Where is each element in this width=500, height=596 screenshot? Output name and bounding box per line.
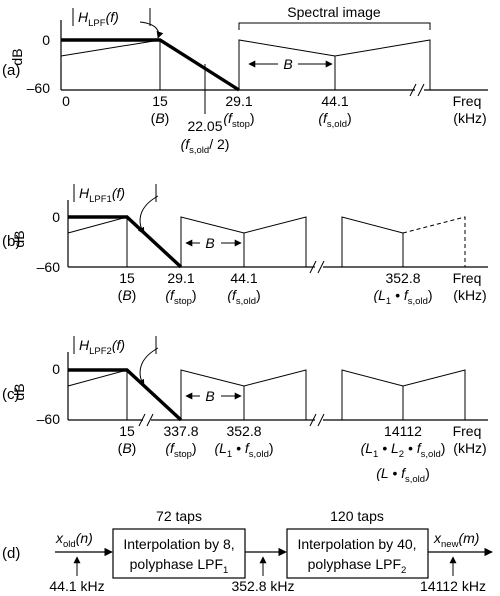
rate-out-label: 14112 kHz [420,578,486,594]
panel-c-axis-break-2 [309,413,325,427]
panel-c-y-bottom: –60 [37,411,61,427]
panel-a-axis-break [409,83,425,97]
panel-a-tick-15-note: (B) [151,110,170,126]
panel-a-y-top: 0 [42,32,50,48]
panel-c-filter-pointer [137,347,159,387]
panel-a-tick-44: 44.1 [321,93,348,109]
input-signal-label: xold(n) [55,530,93,550]
panel-c-freq-label: Freq [453,423,482,439]
panel-b-freq-unit: (kHz) [453,287,486,303]
panel-c-tick-15-note: (B) [118,440,137,456]
panel-c-y-top: 0 [52,361,60,377]
interpolation-block-2 [286,528,429,579]
panel-a-tick-22: 22.05 [187,118,222,134]
panel-c-tick-14112-alt: (L • fs,old) [376,465,430,485]
panel-a-filter-response [61,38,240,92]
panel-c-tick-352: 352.8 [226,423,261,439]
block-1-line-2: polyphase LPF1 [130,556,229,576]
panel-c-tick-352-note: (L1 • fs,old) [214,440,273,460]
panel-b-tick-29: 29.1 [167,270,194,286]
block-1-line-1: Interpolation by 8, [123,536,234,552]
panel-a-label: (a) [2,62,20,79]
panel-c-baseband-spectrum [67,369,128,420]
panel-b-image-2-solid [341,216,404,267]
panel-b-tick-44-note: (fs,old) [227,287,260,307]
panel-b-tick-352: 352.8 [385,270,420,286]
panel-a-spectral-image-label: Spectral image [287,4,381,20]
panel-b-tick-15-note: (B) [118,287,137,303]
panel-a-baseband-spectrum [60,39,161,90]
panel-a-tick-22-note: (fs,old/ 2) [181,136,230,156]
panel-b-y-top: 0 [52,209,60,225]
panel-c-b-label: B [205,388,214,404]
panel-a-tick-44-note: (fs,old) [318,110,351,130]
panel-c-tick-337-note: (fstop) [165,440,196,460]
panel-d-label: (d) [2,545,20,562]
panel-a-b-label: B [283,56,292,72]
panel-a-ylabel: dB [9,48,25,65]
panel-a-tick-29-note: (fstop) [223,110,254,130]
panel-a-freq-unit: (kHz) [453,110,486,126]
panel-b-filter-label: HLPF1(f) [79,185,125,205]
rate-mid-label: 352.8 kHz [231,578,294,594]
interpolation-block-1 [112,528,246,579]
rate-in-label: 44.1 kHz [49,578,104,594]
panel-b-filter-pointer [137,195,159,235]
panel-b-axis-break [309,260,325,274]
panel-a-freq-label: Freq [453,93,482,109]
block-1-taps: 72 taps [156,508,202,524]
panel-b-tick-29-note: (fstop) [165,287,196,307]
block-2-line-1: Interpolation by 40, [297,536,416,552]
panel-a-tick-15: 15 [152,93,168,109]
panel-c-tick-14112-note: (L1 • L2 • fs,old) [361,440,446,460]
output-signal-label: xnew(m) [433,530,479,550]
panel-d-block-diagram: (d) xold(n) 72 taps Interpolation by 8, … [2,508,493,594]
block-2-taps: 120 taps [330,508,384,524]
panel-c-tick-15: 15 [119,423,135,439]
panel-b-tick-352-note: (L1 • fs,old) [373,287,432,307]
panel-c-freq-unit: (kHz) [453,440,486,456]
panel-c-label: (c) [2,386,20,403]
panel-b-tick-15: 15 [119,270,135,286]
panel-b-label: (b) [2,233,20,250]
block-2-line-2: polyphase LPF2 [308,556,407,576]
panel-b-filter-response [68,215,183,269]
panel-a-y-bottom: –60 [27,80,51,96]
panel-b-image-2-dashed [402,216,466,267]
panel-b-y-bottom: –60 [37,259,61,275]
panel-a-tick-29: 29.1 [225,93,252,109]
panel-c-tick-337: 337.8 [163,423,198,439]
panel-c-filter-label: HLPF2(f) [79,337,125,357]
panel-a-spectral-image-bracket [238,22,431,30]
panel-a-x-origin: 0 [62,93,70,109]
panel-b: (b) dB 0 –60 B HLPF1(f) 15 (B) 29.1 (fst… [2,184,488,307]
panel-c-tick-14112: 14112 [384,423,422,439]
panel-a-filter-label: HLPF(f) [78,9,119,29]
panel-b-ylabel: dB [11,230,27,247]
panel-a: (a) dB 0 –60 0 Spectral image B HLPF(f) … [2,4,488,156]
panel-b-freq-label: Freq [453,270,482,286]
panel-a-filter-pointer [139,21,164,39]
panel-b-tick-44: 44.1 [230,270,257,286]
panel-c: (c) dB 0 –60 B HLPF2(f) 15 (B) 337.8 (fs… [2,336,488,485]
panel-b-baseband-spectrum [67,216,128,267]
panel-b-b-label: B [205,235,214,251]
panel-c-ylabel: dB [11,383,27,400]
panel-c-filter-response [68,368,183,422]
panel-c-axis-break-1 [138,413,154,427]
